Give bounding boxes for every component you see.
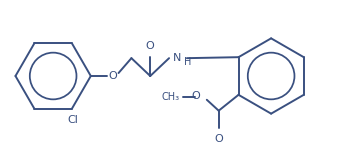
Text: O: O bbox=[191, 91, 200, 101]
Text: O: O bbox=[146, 41, 155, 51]
Text: H: H bbox=[184, 57, 191, 67]
Text: N: N bbox=[173, 53, 181, 63]
Text: CH₃: CH₃ bbox=[162, 92, 180, 102]
Text: O: O bbox=[108, 71, 117, 81]
Text: Cl: Cl bbox=[67, 115, 78, 124]
Text: O: O bbox=[214, 134, 223, 144]
